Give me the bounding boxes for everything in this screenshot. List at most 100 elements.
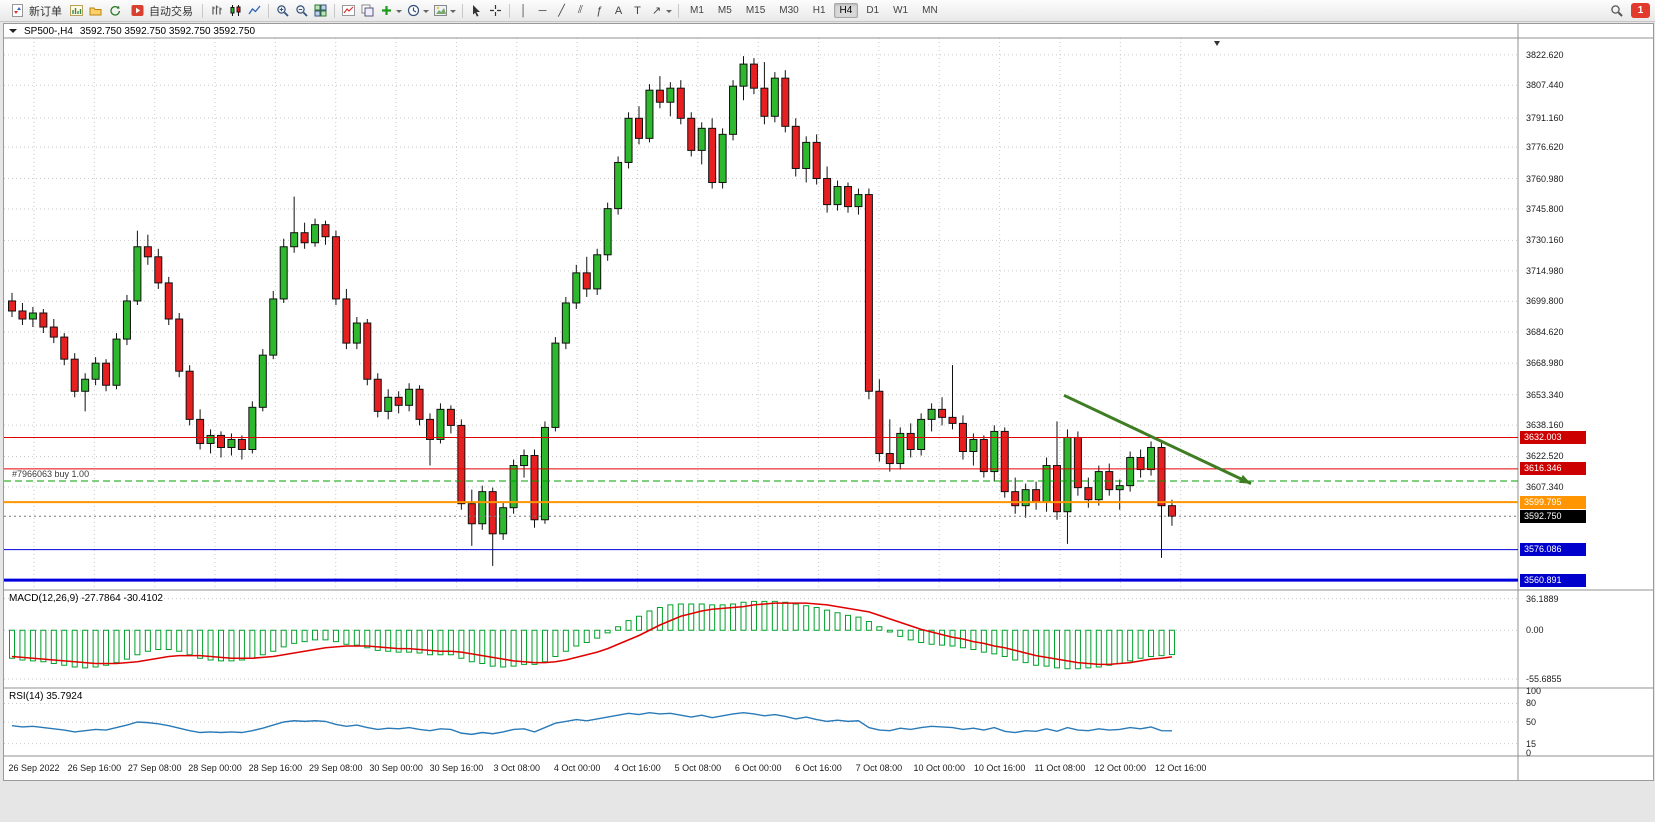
price-axis-label: 3776.620	[1526, 142, 1564, 153]
time-axis-label: 30 Sep 16:00	[429, 763, 484, 773]
add-indicator-caret-icon[interactable]	[396, 9, 402, 16]
price-axis-label: 3699.800	[1526, 296, 1564, 307]
price-axis-label: 3714.980	[1526, 265, 1564, 276]
templates-icon[interactable]	[432, 2, 449, 19]
toolbar-separator	[509, 3, 510, 18]
add-indicator-icon[interactable]	[378, 2, 395, 19]
macd-axis-label: 0.00	[1526, 625, 1544, 636]
macd-axis-label: 36.1889	[1526, 593, 1559, 604]
templates-caret-icon[interactable]	[450, 9, 456, 16]
price-axis-label: 3684.620	[1526, 326, 1564, 337]
price-axis-label: 3822.620	[1526, 49, 1564, 60]
horizontal-line-icon[interactable]: ─	[538, 4, 547, 17]
fibonacci-icon[interactable]: ƒ	[596, 4, 603, 17]
crosshair-icon[interactable]	[487, 2, 504, 19]
macd-axis-label: -55.6855	[1526, 673, 1562, 684]
label-tool-icon[interactable]: T	[634, 4, 641, 17]
vertical-line-icon[interactable]: │	[520, 4, 527, 17]
main-toolbar: 新订单 自动交易	[0, 0, 1655, 22]
zoom-in-icon[interactable]	[274, 2, 291, 19]
search-icon[interactable]	[1608, 2, 1625, 19]
time-axis-label: 12 Oct 16:00	[1154, 763, 1207, 773]
timeframe-h4[interactable]: H4	[833, 3, 859, 18]
charts-window-icon[interactable]	[68, 2, 85, 19]
new-order-button[interactable]: 新订单	[5, 1, 66, 20]
time-axis-label: 7 Oct 08:00	[855, 763, 903, 773]
time-axis-label: 26 Sep 16:00	[67, 763, 122, 773]
notification-badge[interactable]: 1	[1631, 3, 1650, 18]
refresh-icon[interactable]	[106, 2, 123, 19]
time-axis-label: 30 Sep 00:00	[369, 763, 423, 773]
time-axis-label: 10 Oct 16:00	[973, 763, 1026, 773]
chart-menu-icon[interactable]	[9, 29, 17, 37]
timeframe-d1[interactable]: D1	[866, 5, 880, 16]
price-axis-label: 3791.160	[1526, 112, 1564, 123]
candlestick-type-icon[interactable]	[227, 2, 244, 19]
time-axis-label: 4 Oct 00:00	[553, 763, 601, 773]
trendline-icon[interactable]: ╱	[558, 5, 565, 17]
chart-title-bar: SP500-,H4 3592.750 3592.750 3592.750 359…	[4, 24, 255, 38]
timeframe-m1[interactable]: M1	[690, 5, 704, 16]
price-tag: 3560.891	[1520, 573, 1586, 587]
timeframe-m30[interactable]: M30	[779, 5, 799, 16]
timeframe-h1[interactable]: H1	[812, 5, 826, 16]
arrows-tool-caret-icon[interactable]	[666, 9, 672, 16]
periods-caret-icon[interactable]	[423, 9, 429, 16]
timeframe-m15[interactable]: M15	[745, 5, 766, 16]
time-axis-label: 4 Oct 16:00	[614, 763, 661, 773]
toolbar-right-group: 1	[1608, 2, 1650, 19]
order-line-label: #7966063 buy 1.00	[12, 469, 90, 479]
profiles-icon[interactable]	[87, 2, 104, 19]
line-chart-type-icon[interactable]	[246, 2, 263, 19]
price-axis-label: 3622.520	[1526, 451, 1564, 462]
time-axis-label: 6 Oct 00:00	[734, 763, 782, 773]
equidistant-channel-icon[interactable]: ⫽	[578, 4, 583, 16]
timeframe-w1[interactable]: W1	[893, 5, 909, 16]
price-axis-label: 3730.160	[1526, 235, 1564, 246]
rsi-axis-label: 80	[1526, 698, 1537, 709]
rsi-axis-label: 0	[1526, 747, 1532, 758]
toolbar-separator	[268, 3, 269, 18]
time-axis-label: 27 Sep 08:00	[127, 763, 182, 773]
time-axis-label: 29 Sep 08:00	[308, 763, 363, 773]
price-axis-label: 3668.980	[1526, 358, 1564, 369]
toolbar-separator	[462, 3, 463, 18]
chart-frame[interactable]: 3822.620 3807.440 3791.160 3776.620 3760.980…	[3, 23, 1654, 781]
price-axis-label: 3760.980	[1526, 173, 1564, 184]
time-axis-label: 10 Oct 00:00	[913, 763, 966, 773]
timeframe-m5[interactable]: M5	[717, 5, 732, 16]
price-tag: 3599.795	[1520, 495, 1586, 509]
time-axis-label: 28 Sep 00:00	[188, 763, 242, 773]
price-axis-label: 3638.160	[1526, 420, 1564, 431]
time-axis-label: 11 Oct 08:00	[1034, 763, 1086, 773]
price-axis-label: 3653.340	[1526, 389, 1564, 400]
price-tag: 3632.003	[1520, 430, 1586, 444]
auto-trading-label: 自动交易	[149, 5, 193, 18]
arrows-tool-icon[interactable]: ↗	[651, 5, 662, 17]
rsi-axis-label: 100	[1526, 686, 1542, 697]
macd-indicator-label: MACD(12,26,9) -27.7864 -30.4102	[9, 593, 163, 604]
price-tag: 3592.750	[1520, 509, 1586, 523]
chart-canvas[interactable]	[4, 24, 1653, 780]
bar-chart-type-icon[interactable]	[208, 2, 225, 19]
tile-windows-icon[interactable]	[312, 2, 329, 19]
arrange-windows-icon[interactable]	[359, 2, 376, 19]
auto-trading-button[interactable]: 自动交易	[125, 1, 197, 20]
timeframe-mn[interactable]: MN	[922, 5, 938, 16]
time-axis-label: 12 Oct 00:00	[1094, 763, 1147, 773]
periods-clock-icon[interactable]	[405, 2, 422, 19]
toolbar-separator	[202, 3, 203, 18]
cursor-icon[interactable]	[468, 2, 485, 19]
rsi-indicator-label: RSI(14) 35.7924	[9, 691, 83, 702]
rsi-axis-label: 50	[1526, 717, 1537, 727]
zoom-out-icon[interactable]	[293, 2, 310, 19]
chart-overlays: 3822.620 3807.440 3791.160 3776.620 3760.980…	[4, 24, 1653, 780]
rsi-axis-label: 15	[1526, 738, 1537, 749]
text-tool-icon[interactable]: A	[614, 4, 623, 17]
symbol-period-label: SP500-,H4	[24, 25, 73, 37]
new-order-label: 新订单	[29, 5, 62, 18]
time-axis-label: 28 Sep 16:00	[248, 763, 303, 773]
indicator-window-icon[interactable]	[340, 2, 357, 19]
auto-trading-icon	[129, 2, 146, 19]
